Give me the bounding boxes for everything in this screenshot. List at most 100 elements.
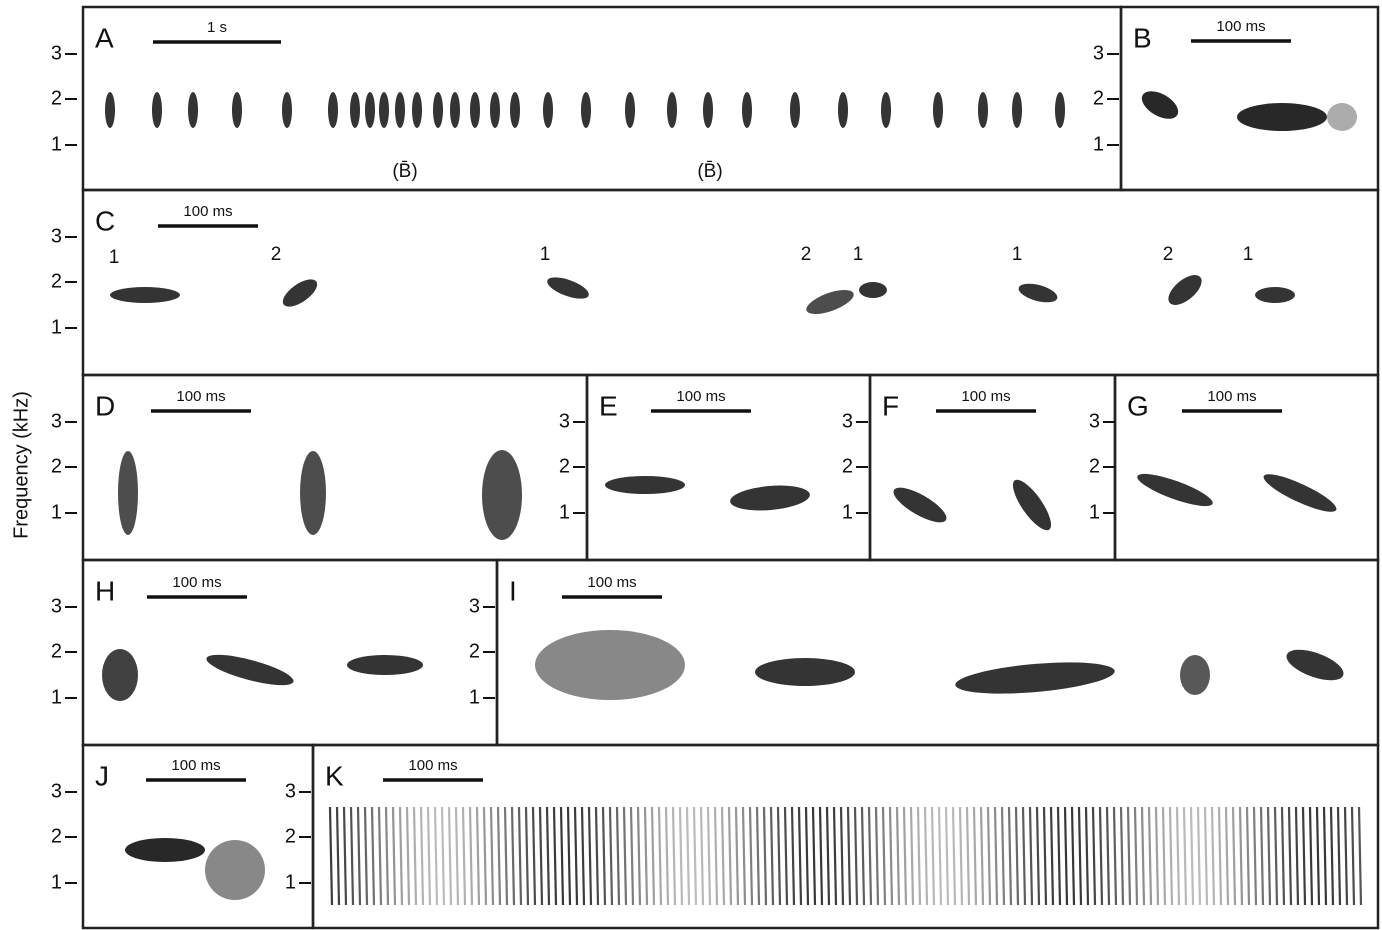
spectrogram-element — [363, 806, 369, 906]
spectrogram-element — [923, 806, 929, 906]
spectrogram-element — [587, 806, 593, 906]
spectrogram-element — [601, 806, 607, 906]
spectrogram-element — [806, 289, 854, 315]
spectrogram-element — [370, 806, 376, 906]
y-tick-label: 3 — [51, 410, 62, 432]
spectrogram-element — [412, 806, 418, 906]
y-tick-label: 3 — [469, 595, 480, 617]
spectrogram-element — [559, 806, 565, 906]
y-tick-label: 2 — [51, 640, 62, 662]
annotation: 2 — [271, 244, 282, 265]
spectrogram-element — [1084, 806, 1090, 906]
spectrogram-element — [1315, 806, 1321, 906]
scale-bar-label: 100 ms — [587, 574, 636, 591]
spectrogram-element — [1189, 806, 1195, 906]
spectrogram-element — [1077, 806, 1083, 906]
spectrogram-element — [895, 806, 901, 906]
spectrogram-element — [643, 806, 649, 906]
spectrogram-element — [622, 806, 628, 906]
spectrogram-element — [1252, 806, 1258, 906]
spectrogram-element — [685, 806, 691, 906]
spectrogram-element — [205, 840, 265, 900]
spectrogram-element — [1112, 806, 1118, 906]
spectrogram-element — [1168, 275, 1202, 305]
spectrogram-element — [769, 806, 775, 906]
panel-label: E — [599, 390, 618, 421]
spectrogram-element — [1237, 103, 1327, 131]
spectrogram-element — [955, 662, 1115, 694]
panel-label: H — [95, 575, 115, 606]
annotation: 2 — [1163, 244, 1174, 265]
spectrogram-element — [1014, 806, 1020, 906]
spectrogram-element — [1091, 806, 1097, 906]
y-tick-label: 1 — [842, 501, 853, 523]
spectrogram-element — [1035, 806, 1041, 906]
panel-frame — [311, 743, 1380, 930]
spectrogram-element — [1245, 806, 1251, 906]
y-tick-label: 1 — [51, 501, 62, 523]
spectrogram-element — [377, 806, 383, 906]
spectrogram-element — [1238, 806, 1244, 906]
spectrogram-element — [629, 806, 635, 906]
spectrogram-element — [426, 806, 432, 906]
spectrogram-element — [671, 806, 677, 906]
spectrogram-element — [972, 806, 978, 906]
spectrogram-element — [517, 806, 523, 906]
y-tick-label: 1 — [559, 501, 570, 523]
annotation: 1 — [1243, 244, 1254, 265]
spectrogram-element — [1126, 806, 1132, 906]
y-tick-label: 3 — [51, 780, 62, 802]
panel-frame — [81, 558, 499, 747]
spectrogram-element — [206, 654, 294, 686]
spectrogram-element — [349, 806, 355, 906]
scale-bar-label: 100 ms — [961, 388, 1010, 405]
y-tick-label: 3 — [1089, 410, 1100, 432]
spectrogram-element — [937, 806, 943, 906]
spectrogram-element — [419, 806, 425, 906]
y-tick-label: 2 — [1089, 455, 1100, 477]
spectrogram-element — [496, 806, 502, 906]
panel-label: G — [1127, 390, 1149, 421]
spectrogram-element — [1055, 92, 1065, 128]
spectrogram-element — [986, 806, 992, 906]
spectrogram-element — [1021, 806, 1027, 906]
spectrogram-element — [1343, 806, 1349, 906]
spectrogram-element — [979, 806, 985, 906]
spectrogram-element — [825, 806, 831, 906]
spectrogram-element — [811, 806, 817, 906]
spectrogram-element — [470, 92, 480, 128]
spectrogram-element — [692, 806, 698, 906]
panel-label: K — [325, 760, 344, 791]
annotation: (B̄) — [697, 161, 722, 182]
spectrogram-element — [650, 806, 656, 906]
spectrogram-element — [625, 92, 635, 128]
spectrogram-element — [1217, 806, 1223, 906]
spectrogram-element — [365, 92, 375, 128]
spectrogram-element — [742, 92, 752, 128]
y-tick-label: 1 — [51, 316, 62, 338]
spectrogram-element — [978, 92, 988, 128]
spectrogram-element — [152, 92, 162, 128]
scale-bar-label: 100 ms — [176, 388, 225, 405]
spectrogram-element — [1336, 806, 1342, 906]
spectrogram-element — [1196, 806, 1202, 906]
spectrogram-element — [1182, 806, 1188, 906]
spectrogram-element — [1098, 806, 1104, 906]
spectrogram-element — [531, 806, 537, 906]
spectrogram-element — [958, 806, 964, 906]
spectrogram-element — [110, 287, 180, 303]
spectrogram-element — [615, 806, 621, 906]
spectrogram-element — [1140, 806, 1146, 906]
spectrogram-element — [282, 279, 318, 307]
spectrogram-element — [1007, 806, 1013, 906]
spectrogram-element — [1000, 806, 1006, 906]
spectrogram-element — [482, 806, 488, 906]
spectrogram-element — [581, 92, 591, 128]
spectrogram-element — [838, 92, 848, 128]
spectrogram-element — [1203, 806, 1209, 906]
scale-bar-label: 100 ms — [676, 388, 725, 405]
annotation: (B̄) — [392, 161, 417, 182]
spectrogram-element — [1012, 479, 1052, 531]
y-tick-label: 2 — [285, 825, 296, 847]
